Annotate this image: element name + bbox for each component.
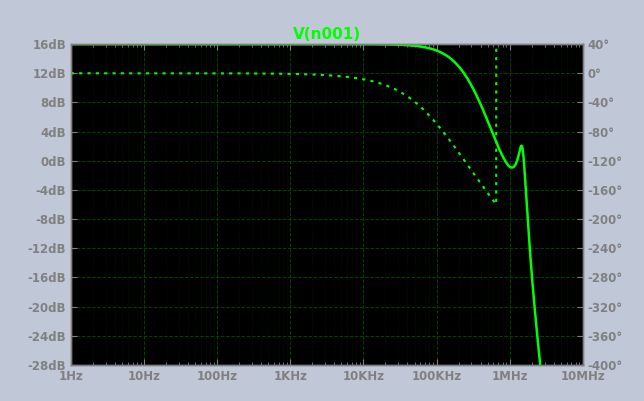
Title: V(n001): V(n001) — [293, 26, 361, 42]
